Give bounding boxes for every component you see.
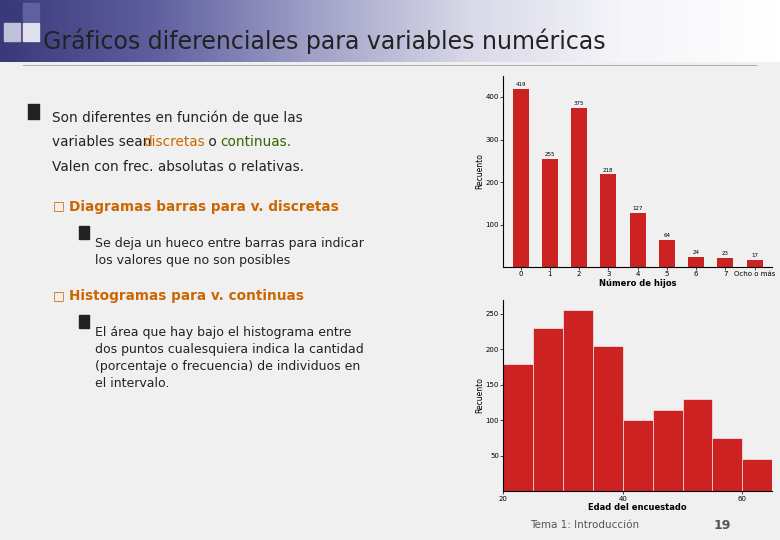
Text: 419: 419 [516,82,526,87]
Bar [746,260,763,267]
Text: Se deja un hueco entre barras para indicar
los valores que no son posibles: Se deja un hueco entre barras para indic… [95,237,363,267]
Text: 17: 17 [751,253,758,258]
Text: 64: 64 [664,233,670,238]
Text: Histogramas para v. continuas: Histogramas para v. continuas [69,289,304,303]
Bar [593,346,622,491]
Bar [23,3,39,21]
Bar [79,315,89,328]
Text: Son diferentes en función de que las: Son diferentes en función de que las [52,110,303,125]
Text: o: o [204,135,221,149]
X-axis label: Número de hijos: Número de hijos [599,279,676,288]
Bar [512,89,529,267]
Bar [682,399,712,491]
Bar [629,213,646,267]
Text: 218: 218 [603,168,614,173]
Text: Diagramas barras para v. discretas: Diagramas barras para v. discretas [69,200,339,214]
Bar [601,174,616,267]
Text: 19: 19 [714,518,731,532]
Y-axis label: Recuento: Recuento [475,153,484,190]
Text: variables sean: variables sean [52,135,156,149]
Bar [563,310,593,491]
Bar [28,104,39,119]
Bar [4,3,20,21]
Bar [659,240,675,267]
Bar [622,421,653,491]
Text: 375: 375 [574,101,584,106]
Text: discretas: discretas [144,135,205,149]
Text: 255: 255 [544,152,555,157]
Bar [718,258,733,267]
Text: El área que hay bajo el histograma entre
dos puntos cualesquiera indica la canti: El área que hay bajo el histograma entre… [95,326,363,390]
Text: continuas.: continuas. [220,135,292,149]
Bar [653,410,682,491]
Bar [23,23,39,40]
Text: 127: 127 [633,206,643,212]
Bar [688,257,704,267]
Text: □: □ [52,200,64,213]
Text: Gráficos diferenciales para variables numéricas: Gráficos diferenciales para variables nu… [43,29,605,55]
Text: 23: 23 [722,251,729,256]
X-axis label: Edad del encuestado: Edad del encuestado [588,503,687,512]
Y-axis label: Recuento: Recuento [475,377,484,414]
Bar [4,23,20,40]
Bar [571,107,587,267]
Text: Tema 1: Introducción: Tema 1: Introducción [530,520,640,530]
Text: □: □ [52,289,64,302]
Bar [79,226,89,239]
Text: 24: 24 [693,251,700,255]
Bar [712,438,743,491]
Bar [533,328,563,491]
Bar [743,460,772,491]
Text: Valen con frec. absolutas o relativas.: Valen con frec. absolutas o relativas. [52,160,304,174]
Bar [503,363,533,491]
Bar [542,159,558,267]
